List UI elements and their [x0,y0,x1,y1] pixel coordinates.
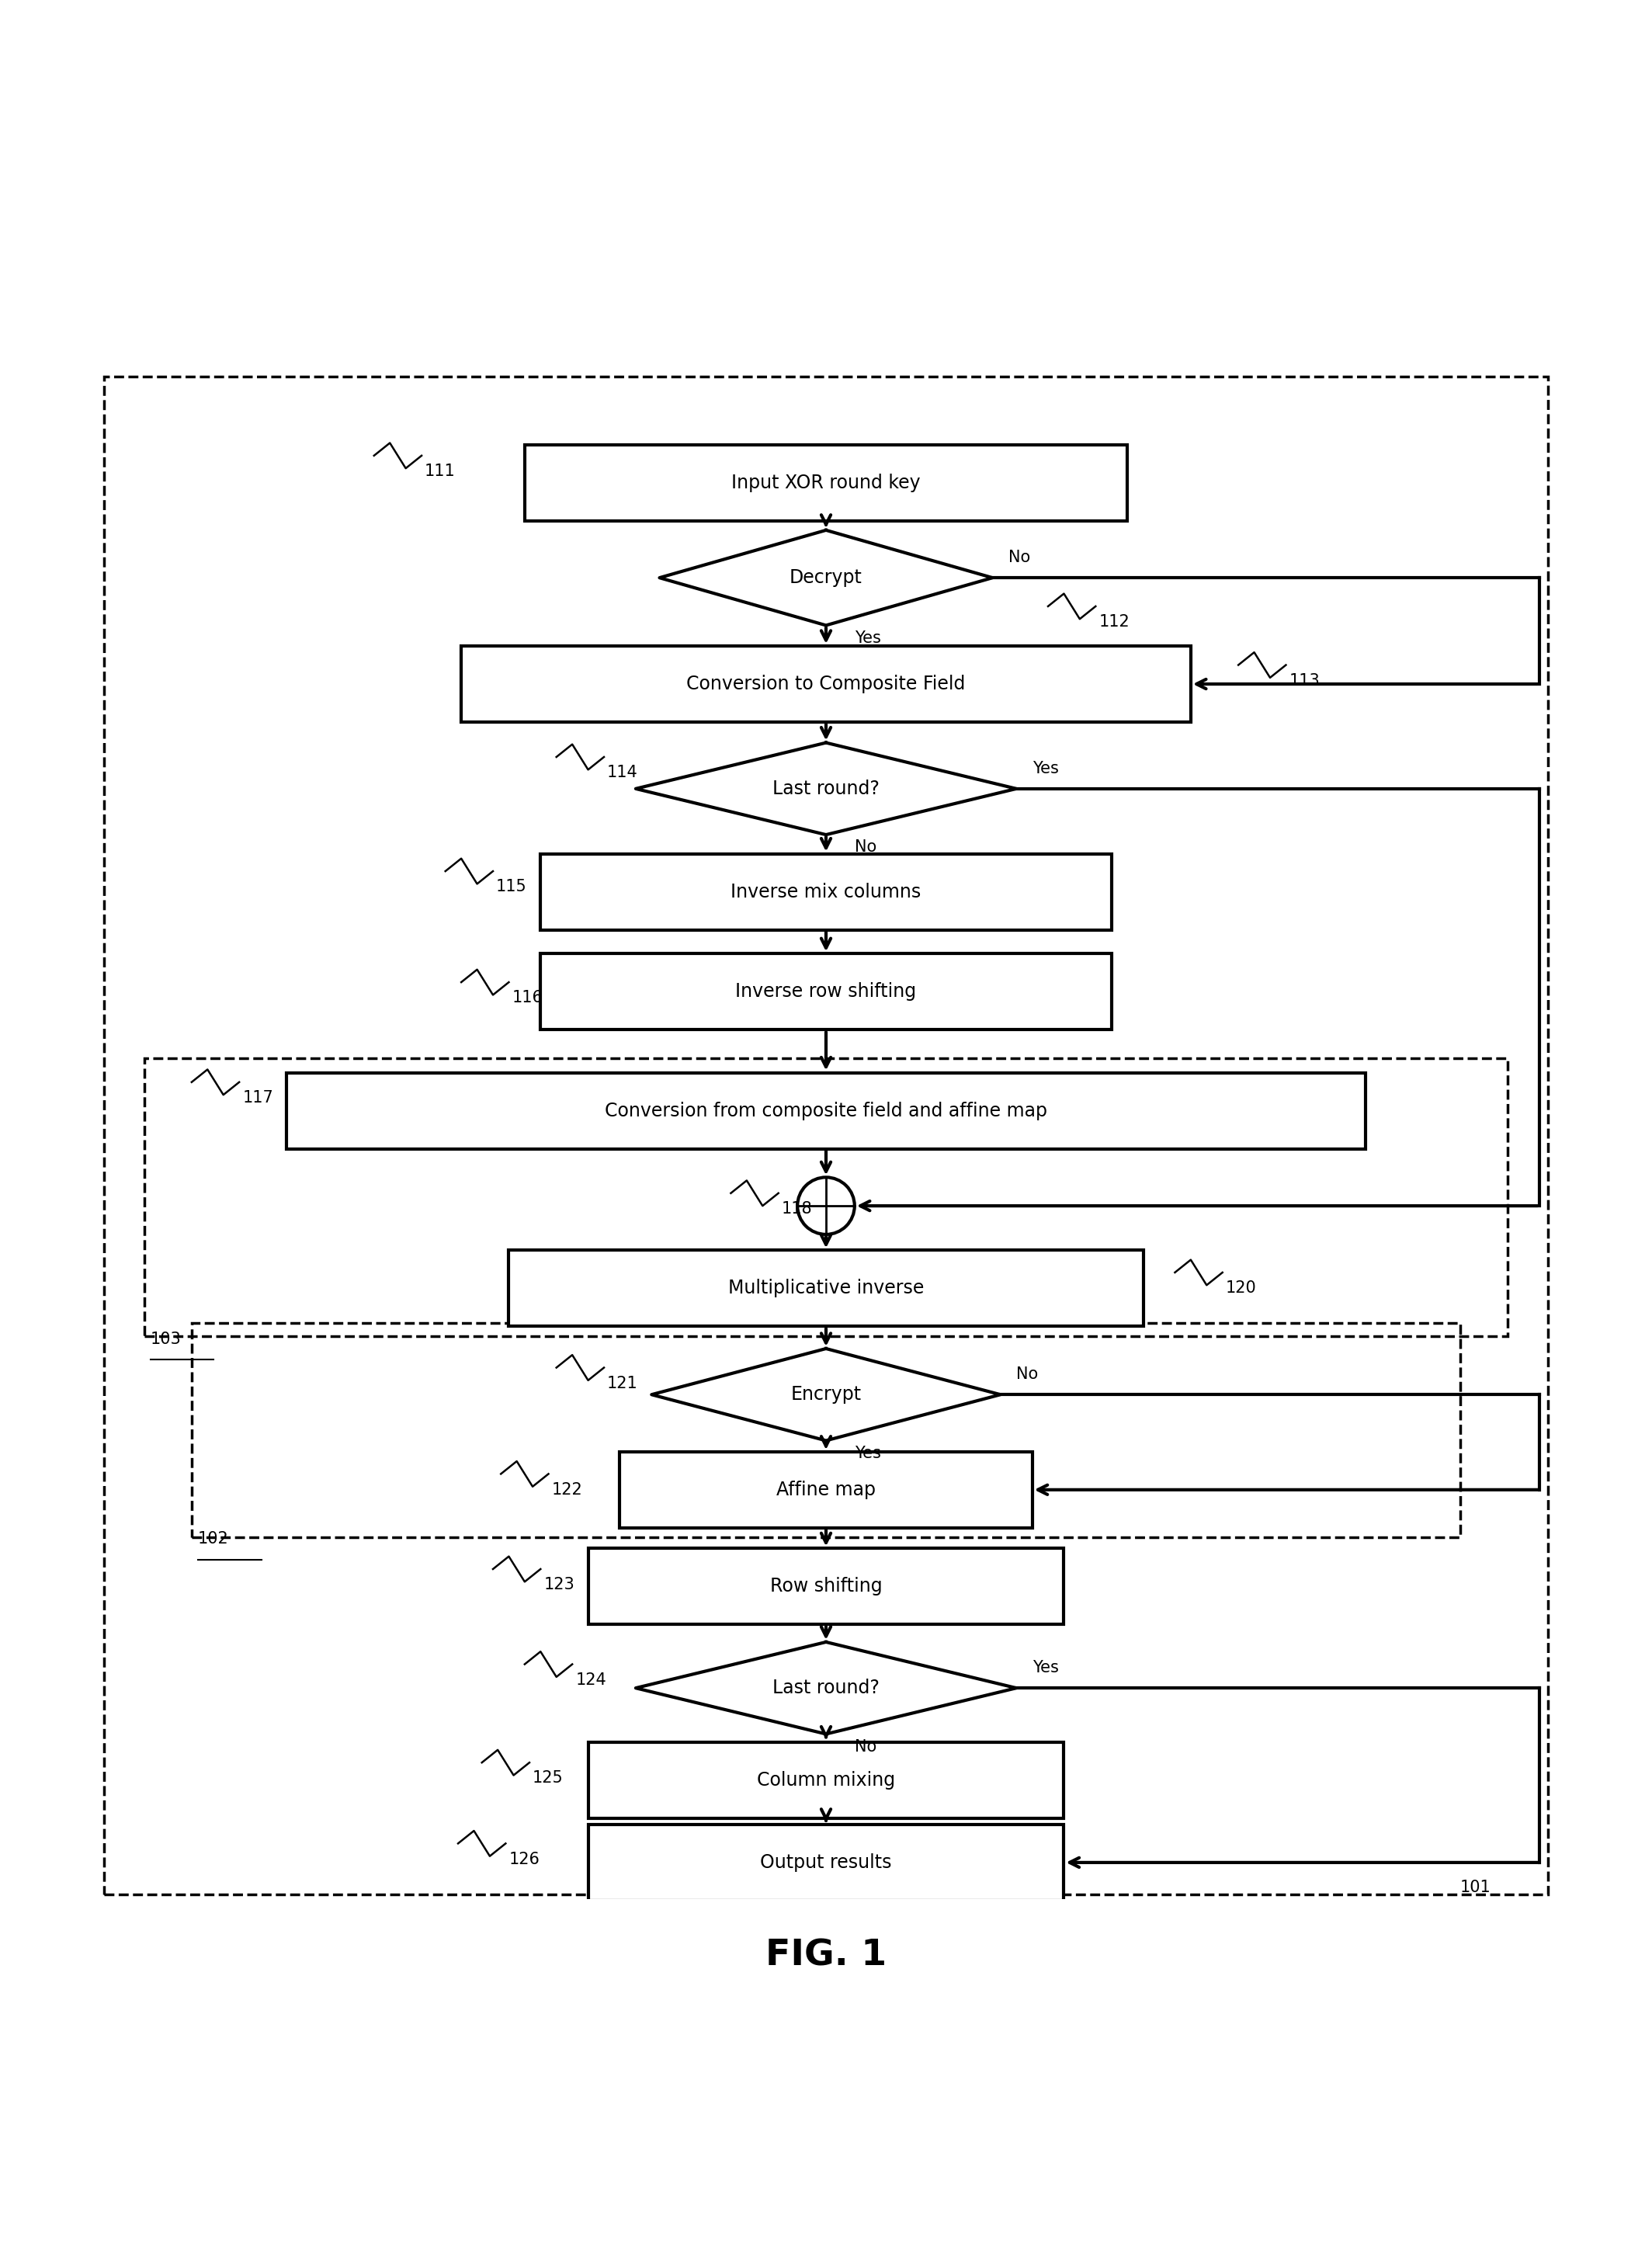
Bar [509,1250,1143,1327]
Text: No: No [1016,1365,1037,1381]
Text: 101: 101 [1460,1880,1492,1896]
Text: Row shifting: Row shifting [770,1578,882,1596]
Text: Last round?: Last round? [773,1679,879,1697]
Bar [588,1742,1064,1819]
Text: 117: 117 [243,1090,273,1106]
Polygon shape [651,1350,1001,1440]
Text: Yes: Yes [1032,1659,1059,1675]
Text: Multiplicative inverse: Multiplicative inverse [729,1280,923,1298]
Text: 112: 112 [1099,614,1130,630]
Bar [192,1323,1460,1537]
Text: 122: 122 [552,1483,583,1496]
Text: No: No [854,840,877,855]
Text: FIG. 1: FIG. 1 [765,1939,887,1973]
Text: 118: 118 [781,1201,813,1217]
Bar [588,1548,1064,1625]
Text: 114: 114 [608,765,638,781]
Text: Column mixing: Column mixing [757,1772,895,1790]
Polygon shape [636,743,1016,835]
Bar [540,853,1112,930]
Text: Yes: Yes [1032,761,1059,776]
Text: Inverse row shifting: Inverse row shifting [735,982,917,1002]
Text: 113: 113 [1289,673,1320,688]
Text: 126: 126 [509,1851,540,1867]
Text: 115: 115 [496,880,527,894]
Bar [525,445,1127,521]
Text: 125: 125 [532,1769,563,1785]
Text: Output results: Output results [760,1853,892,1871]
Bar [588,1824,1064,1900]
Text: 124: 124 [575,1672,606,1688]
Text: No: No [854,1738,877,1754]
Text: Conversion from composite field and affine map: Conversion from composite field and affi… [605,1101,1047,1119]
Bar [540,955,1112,1029]
Text: 123: 123 [544,1578,575,1593]
Circle shape [798,1178,854,1235]
Text: Decrypt: Decrypt [790,569,862,587]
Text: Last round?: Last round? [773,779,879,799]
Text: Yes: Yes [854,1444,881,1460]
Text: Input XOR round key: Input XOR round key [732,474,920,492]
Bar [287,1072,1365,1149]
Text: 111: 111 [425,463,456,478]
Text: Affine map: Affine map [776,1481,876,1499]
Text: 103: 103 [150,1332,182,1347]
Bar [144,1059,1508,1336]
Text: 120: 120 [1226,1280,1257,1296]
Polygon shape [659,530,993,625]
Text: Encrypt: Encrypt [791,1386,861,1404]
Text: Yes: Yes [854,630,881,646]
Text: No: No [1008,548,1031,564]
Text: Conversion to Composite Field: Conversion to Composite Field [687,675,965,693]
Text: Inverse mix columns: Inverse mix columns [730,882,922,901]
Bar [620,1451,1032,1528]
Text: 121: 121 [608,1375,638,1390]
Text: 102: 102 [198,1530,230,1546]
Polygon shape [636,1643,1016,1733]
Bar [461,646,1191,722]
Text: 116: 116 [512,991,544,1007]
